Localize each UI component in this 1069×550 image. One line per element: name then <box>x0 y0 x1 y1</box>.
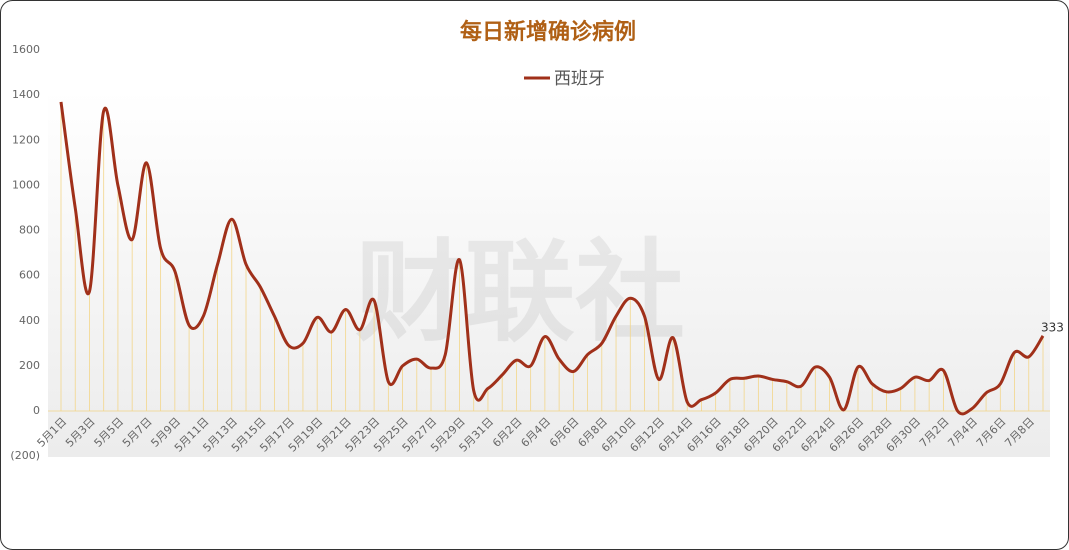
y-tick-label: (200) <box>10 449 40 462</box>
legend: 西班牙 <box>524 69 605 89</box>
chart-title: 每日新增确诊病例 <box>460 19 636 45</box>
y-tick-label: 200 <box>19 359 40 372</box>
y-tick-label: 1600 <box>12 43 40 56</box>
y-tick-label: 800 <box>19 224 40 237</box>
y-tick-label: 400 <box>19 314 40 327</box>
y-tick-label: 0 <box>33 404 40 417</box>
y-tick-label: 1200 <box>12 133 40 146</box>
y-tick-label: 1000 <box>12 178 40 191</box>
data-label: 333 <box>1041 320 1064 334</box>
watermark: 财联社 <box>355 228 685 356</box>
y-tick-label: 600 <box>19 269 40 282</box>
y-tick-label: 1400 <box>12 88 40 101</box>
line <box>59 101 1045 416</box>
legend-label: 西班牙 <box>554 69 605 89</box>
